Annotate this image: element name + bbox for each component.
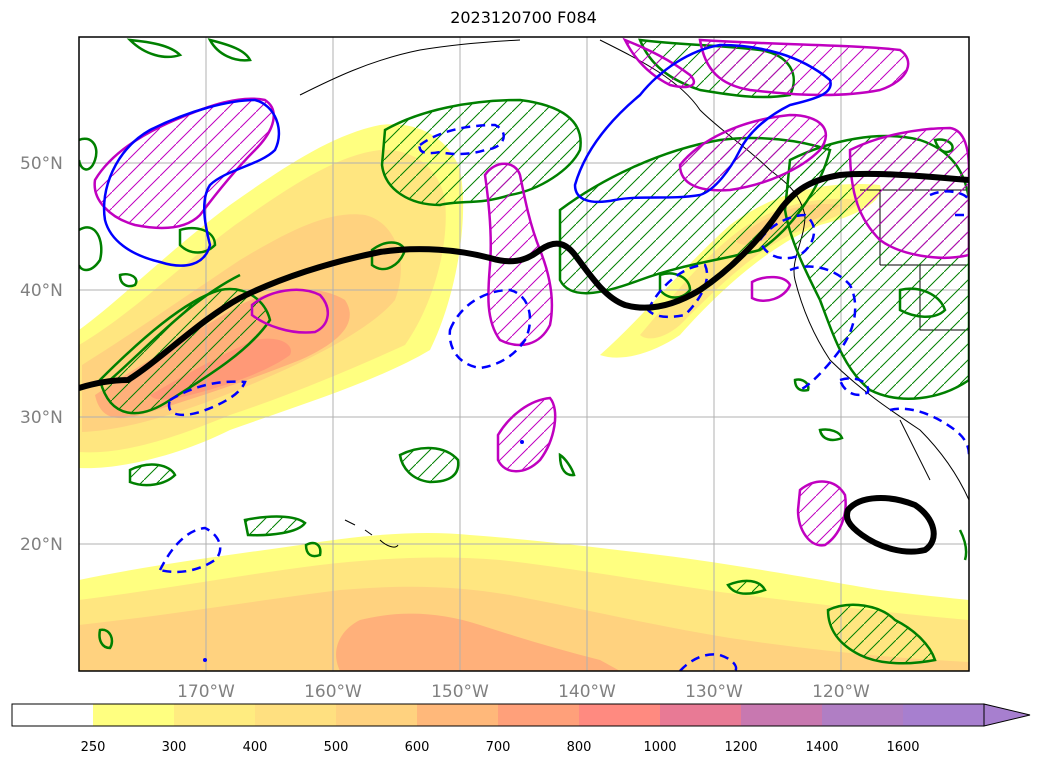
colorbar-tick: 400	[243, 740, 268, 755]
colorbar-tick: 700	[486, 740, 511, 755]
colorbar-cell	[93, 704, 174, 726]
colorbar-extend-arrow	[983, 703, 1031, 727]
colorbar-tick: 1200	[724, 740, 757, 755]
lat-label-40: 40°N	[20, 281, 63, 301]
lon-label-170w: 170°W	[177, 682, 235, 702]
colorbar-cell	[12, 704, 93, 726]
blue-solid-contours	[102, 43, 832, 267]
lat-label-20: 20°N	[20, 535, 63, 555]
colorbar-tick-labels: 250 300 400 500 600 700 800 1000 1200 14…	[81, 740, 920, 755]
blue-dashed-contours	[158, 123, 969, 671]
lat-label-50: 50°N	[20, 154, 63, 174]
colorbar-tick: 1600	[886, 740, 919, 755]
colorbar-cell	[741, 704, 822, 726]
lon-label-160w: 160°W	[304, 682, 362, 702]
colorbar-tick: 250	[81, 740, 106, 755]
colorbar-cell	[174, 704, 255, 726]
lon-label-150w: 150°W	[431, 682, 489, 702]
colorbar-cell	[417, 704, 498, 726]
map-title: 2023120700 F084	[450, 8, 597, 27]
colorbar-tick: 500	[324, 740, 349, 755]
colorbar-cell	[822, 704, 903, 726]
shading-south-band	[79, 533, 969, 671]
latitude-labels: 50°N 40°N 30°N 20°N	[20, 154, 63, 555]
lon-label-130w: 130°W	[685, 682, 743, 702]
colorbar: 250 300 400 500 600 700 800 1000 1200 14…	[11, 703, 1031, 755]
longitude-labels: 170°W 160°W 150°W 140°W 130°W 120°W	[177, 682, 870, 702]
colorbar-cell	[498, 704, 579, 726]
colorbar-cell	[579, 704, 660, 726]
magenta-contours	[93, 37, 969, 547]
colorbar-tick: 1400	[805, 740, 838, 755]
colorbar-tick: 1000	[643, 740, 676, 755]
map-area	[79, 37, 969, 671]
jet-axis-line	[79, 170, 969, 555]
map-border	[78, 36, 970, 672]
colorbar-cell	[660, 704, 741, 726]
colorbar-cell	[903, 704, 984, 726]
colorbar-tick: 800	[567, 740, 592, 755]
colorbar-cell	[255, 704, 336, 726]
colorbar-tick: 300	[162, 740, 187, 755]
colorbar-cells	[11, 703, 1031, 727]
lat-label-30: 30°N	[20, 408, 63, 428]
small-blue-markers	[203, 440, 524, 662]
colorbar-cell	[336, 704, 417, 726]
colorbar-tick: 600	[405, 740, 430, 755]
lon-label-120w: 120°W	[812, 682, 870, 702]
lon-label-140w: 140°W	[558, 682, 616, 702]
colorbar-outline	[11, 703, 985, 727]
